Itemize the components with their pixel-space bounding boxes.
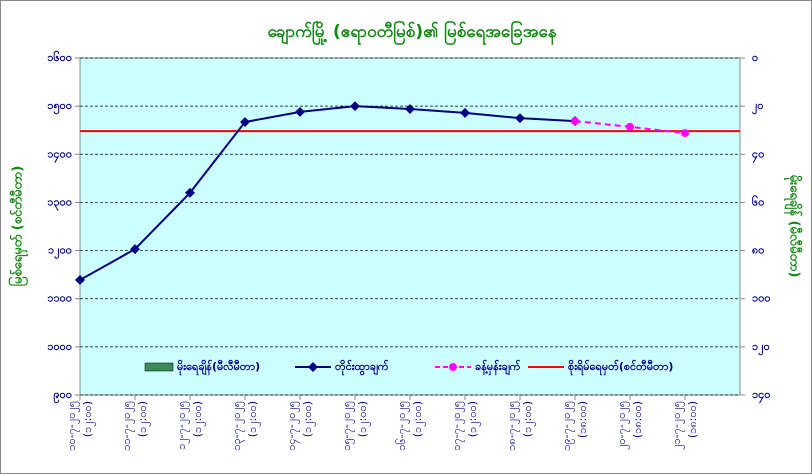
x-tick-label: ၁၄-၇-၂၀၂၅: [285, 401, 300, 451]
y2-tick-label: ၁၂၀: [752, 340, 770, 356]
marker: [185, 187, 195, 198]
x-tick-label: (၁၂:၀၀): [466, 401, 481, 437]
marker: [515, 113, 525, 124]
y-tick-label: ၁၅၀၀: [47, 99, 72, 115]
x-tick-label: ၁၆-၇-၂၀၂၅: [395, 401, 410, 451]
legend-label: ခန့်မှန်းချက်: [475, 359, 521, 376]
x-tick-label: ၂၁-၇-၂၀၂၅: [670, 401, 685, 450]
y-tick-label: ၉၀၀: [53, 388, 72, 404]
y-axis-label: မြစ်ရေမှတ် (စင်တီမီတာ): [8, 166, 29, 287]
legend-marker: [449, 363, 457, 371]
marker: [240, 117, 250, 127]
y-tick-label: ၁၀၀၀: [47, 340, 72, 353]
legend-label: မိုးရေချိန်(မီလီမီတာ): [177, 359, 260, 376]
x-tick-label: ၁၂-၇-၂၀၂၅: [175, 401, 190, 450]
x-tick-label: ၁၃-၇-၂၀၂၅: [230, 401, 245, 451]
marker: [571, 117, 579, 126]
x-tick-label: (၁၂:၀၀): [191, 401, 206, 437]
y2-tick-label: ၆၀: [752, 195, 764, 208]
marker: [626, 122, 634, 131]
y2-tick-label: ၈၀: [752, 244, 764, 257]
x-tick-label: ၁၈-၇-၂၀၂၅: [505, 401, 520, 451]
series-line: [79, 105, 576, 281]
chart-title: ချောက်မြို့ (ဧရာဝတီမြစ်)၏ မြစ်ရေအခြေအနေ: [267, 19, 556, 46]
x-tick-label: (၁၂:၀၀): [521, 401, 536, 437]
x-tick-label: ၂၀-၇-၂၀၂၅: [615, 401, 630, 450]
marker: [681, 129, 689, 138]
x-tick-label: (၁၂:၀၀): [356, 401, 371, 437]
y2-tick-label: ၁၄၀: [752, 388, 771, 404]
legend-label: တိုင်းထွာချက်: [335, 359, 389, 376]
y-tick-label: ၁၄၀၀: [47, 147, 72, 163]
y-tick-label: ၁၁၀၀: [47, 292, 72, 305]
y-tick-label: ၁၆၀၀: [47, 51, 72, 64]
x-tick-label: (၁၈:၀၀): [631, 401, 644, 438]
x-tick-label: (၁၂:၀၀): [81, 401, 96, 437]
plot-area: [79, 57, 741, 396]
y2-axis-label: မိုးရေချိန် (မီလီမီတာ): [784, 175, 804, 278]
y2-tick-label: ၁၀၀: [752, 292, 771, 305]
x-tick-label: (၁၂:၀၀): [246, 401, 261, 437]
x-tick-label: ၁၁-၇-၂၀၂၅: [120, 401, 135, 451]
x-tick-label: (၁၈:၀၀): [576, 401, 589, 438]
y-tick-label: ၁၃၀၀: [47, 195, 72, 211]
x-tick-label: (၁၈:၀၀): [686, 401, 699, 438]
x-tick-label: ၁၇-၇-၂၀၂၅: [450, 401, 465, 451]
legend-marker: [308, 362, 318, 372]
x-tick-label: (၁၂:၀၀): [136, 401, 151, 437]
x-tick-label: (၁၂:၀၀): [411, 401, 426, 437]
x-tick-label: ၁၉-၇-၂၀၂၅: [560, 401, 575, 451]
x-tick-label: ၁၀-၇-၂၀၂၅: [65, 401, 80, 451]
y-tick-label: ၁၂၀၀: [48, 244, 72, 260]
marker: [130, 244, 140, 255]
legend-label: စိုးရိမ်ရေမှတ်(စင်တီမီတာ): [568, 359, 673, 376]
x-tick-label: ၁၅-၇-၂၀၂၅: [340, 401, 355, 451]
legend-swatch: [144, 362, 174, 372]
x-tick-label: (၁၂:၀၀): [301, 401, 316, 437]
y2-tick-label: ၄၀: [752, 147, 764, 163]
y2-tick-label: ၂၀: [752, 99, 764, 115]
y2-tick-label: ၀: [752, 51, 758, 64]
